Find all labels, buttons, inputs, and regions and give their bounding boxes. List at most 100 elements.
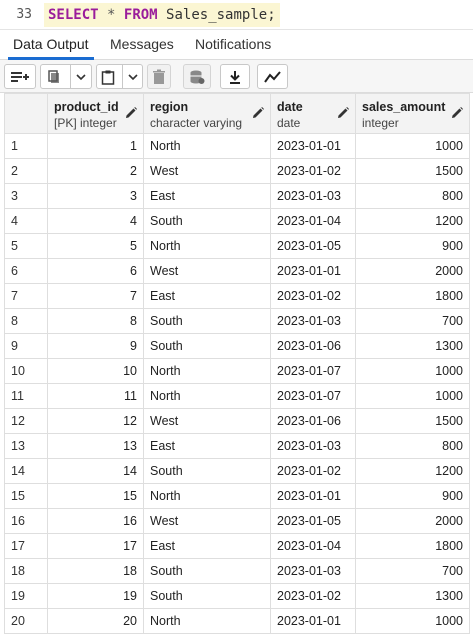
table-row[interactable]: 10 10 North 2023-01-07 1000 <box>4 358 470 384</box>
cell-region[interactable]: North <box>143 233 271 259</box>
table-row[interactable]: 13 13 East 2023-01-03 800 <box>4 433 470 459</box>
cell-region[interactable]: East <box>143 533 271 559</box>
cell-region[interactable]: South <box>143 333 271 359</box>
cell-sales-amount[interactable]: 1200 <box>355 458 470 484</box>
cell-product-id[interactable]: 18 <box>47 558 144 584</box>
row-number[interactable]: 18 <box>4 558 48 584</box>
cell-product-id[interactable]: 1 <box>47 133 144 159</box>
column-header-region[interactable]: region character varying <box>143 93 271 134</box>
cell-region[interactable]: West <box>143 408 271 434</box>
cell-region[interactable]: South <box>143 208 271 234</box>
save-data-button[interactable] <box>183 64 211 89</box>
cell-date[interactable]: 2023-01-03 <box>270 558 356 584</box>
table-row[interactable]: 4 4 South 2023-01-04 1200 <box>4 208 470 234</box>
cell-date[interactable]: 2023-01-04 <box>270 208 356 234</box>
row-number[interactable]: 5 <box>4 233 48 259</box>
cell-product-id[interactable]: 8 <box>47 308 144 334</box>
cell-date[interactable]: 2023-01-03 <box>270 433 356 459</box>
cell-sales-amount[interactable]: 1800 <box>355 533 470 559</box>
cell-product-id[interactable]: 6 <box>47 258 144 284</box>
cell-product-id[interactable]: 15 <box>47 483 144 509</box>
grid-corner[interactable] <box>4 93 48 134</box>
table-row[interactable]: 6 6 West 2023-01-01 2000 <box>4 258 470 284</box>
table-row[interactable]: 12 12 West 2023-01-06 1500 <box>4 408 470 434</box>
row-number[interactable]: 11 <box>4 383 48 409</box>
copy-button[interactable] <box>40 64 92 89</box>
cell-product-id[interactable]: 4 <box>47 208 144 234</box>
row-number[interactable]: 13 <box>4 433 48 459</box>
cell-sales-amount[interactable]: 1000 <box>355 383 470 409</box>
table-row[interactable]: 19 19 South 2023-01-02 1300 <box>4 583 470 609</box>
row-number[interactable]: 2 <box>4 158 48 184</box>
row-number[interactable]: 6 <box>4 258 48 284</box>
cell-product-id[interactable]: 3 <box>47 183 144 209</box>
tab-data-output[interactable]: Data Output <box>8 30 94 60</box>
table-row[interactable]: 3 3 East 2023-01-03 800 <box>4 183 470 209</box>
table-row[interactable]: 2 2 West 2023-01-02 1500 <box>4 158 470 184</box>
edit-pencil-icon[interactable] <box>450 106 464 120</box>
cell-region[interactable]: South <box>143 583 271 609</box>
cell-date[interactable]: 2023-01-01 <box>270 608 356 634</box>
cell-region[interactable]: North <box>143 383 271 409</box>
table-row[interactable]: 16 16 West 2023-01-05 2000 <box>4 508 470 534</box>
cell-product-id[interactable]: 7 <box>47 283 144 309</box>
cell-sales-amount[interactable]: 800 <box>355 433 470 459</box>
table-row[interactable]: 20 20 North 2023-01-01 1000 <box>4 608 470 634</box>
cell-region[interactable]: East <box>143 283 271 309</box>
cell-sales-amount[interactable]: 1500 <box>355 158 470 184</box>
cell-region[interactable]: South <box>143 308 271 334</box>
cell-region[interactable]: North <box>143 133 271 159</box>
cell-region[interactable]: East <box>143 433 271 459</box>
row-number[interactable]: 17 <box>4 533 48 559</box>
cell-region[interactable]: West <box>143 258 271 284</box>
cell-date[interactable]: 2023-01-02 <box>270 283 356 309</box>
cell-date[interactable]: 2023-01-05 <box>270 508 356 534</box>
cell-product-id[interactable]: 9 <box>47 333 144 359</box>
download-button[interactable] <box>220 64 250 89</box>
cell-date[interactable]: 2023-01-01 <box>270 133 356 159</box>
cell-product-id[interactable]: 20 <box>47 608 144 634</box>
cell-sales-amount[interactable]: 1200 <box>355 208 470 234</box>
cell-sales-amount[interactable]: 1800 <box>355 283 470 309</box>
cell-region[interactable]: South <box>143 558 271 584</box>
row-number[interactable]: 12 <box>4 408 48 434</box>
cell-product-id[interactable]: 5 <box>47 233 144 259</box>
chevron-down-icon[interactable] <box>127 71 139 83</box>
table-row[interactable]: 11 11 North 2023-01-07 1000 <box>4 383 470 409</box>
cell-date[interactable]: 2023-01-06 <box>270 333 356 359</box>
add-row-button[interactable] <box>4 64 36 89</box>
cell-region[interactable]: East <box>143 183 271 209</box>
cell-region[interactable]: West <box>143 508 271 534</box>
column-header-date[interactable]: date date <box>270 93 356 134</box>
row-number[interactable]: 20 <box>4 608 48 634</box>
cell-sales-amount[interactable]: 800 <box>355 183 470 209</box>
table-row[interactable]: 15 15 North 2023-01-01 900 <box>4 483 470 509</box>
cell-sales-amount[interactable]: 1300 <box>355 583 470 609</box>
cell-sales-amount[interactable]: 700 <box>355 558 470 584</box>
cell-date[interactable]: 2023-01-02 <box>270 158 356 184</box>
row-number[interactable]: 14 <box>4 458 48 484</box>
cell-region[interactable]: West <box>143 158 271 184</box>
chevron-down-icon[interactable] <box>75 71 87 83</box>
cell-product-id[interactable]: 10 <box>47 358 144 384</box>
sql-query-line[interactable]: SELECT * FROM Sales_sample; <box>44 3 280 27</box>
cell-sales-amount[interactable]: 900 <box>355 483 470 509</box>
cell-product-id[interactable]: 12 <box>47 408 144 434</box>
cell-date[interactable]: 2023-01-02 <box>270 458 356 484</box>
paste-button[interactable] <box>96 64 143 89</box>
cell-sales-amount[interactable]: 1000 <box>355 133 470 159</box>
cell-product-id[interactable]: 19 <box>47 583 144 609</box>
table-row[interactable]: 14 14 South 2023-01-02 1200 <box>4 458 470 484</box>
row-number[interactable]: 1 <box>4 133 48 159</box>
row-number[interactable]: 16 <box>4 508 48 534</box>
cell-sales-amount[interactable]: 2000 <box>355 258 470 284</box>
edit-pencil-icon[interactable] <box>124 106 138 120</box>
tab-messages[interactable]: Messages <box>110 36 174 52</box>
tab-notifications[interactable]: Notifications <box>195 36 272 52</box>
cell-date[interactable]: 2023-01-01 <box>270 483 356 509</box>
table-row[interactable]: 9 9 South 2023-01-06 1300 <box>4 333 470 359</box>
cell-date[interactable]: 2023-01-07 <box>270 383 356 409</box>
table-row[interactable]: 17 17 East 2023-01-04 1800 <box>4 533 470 559</box>
cell-sales-amount[interactable]: 700 <box>355 308 470 334</box>
cell-date[interactable]: 2023-01-04 <box>270 533 356 559</box>
